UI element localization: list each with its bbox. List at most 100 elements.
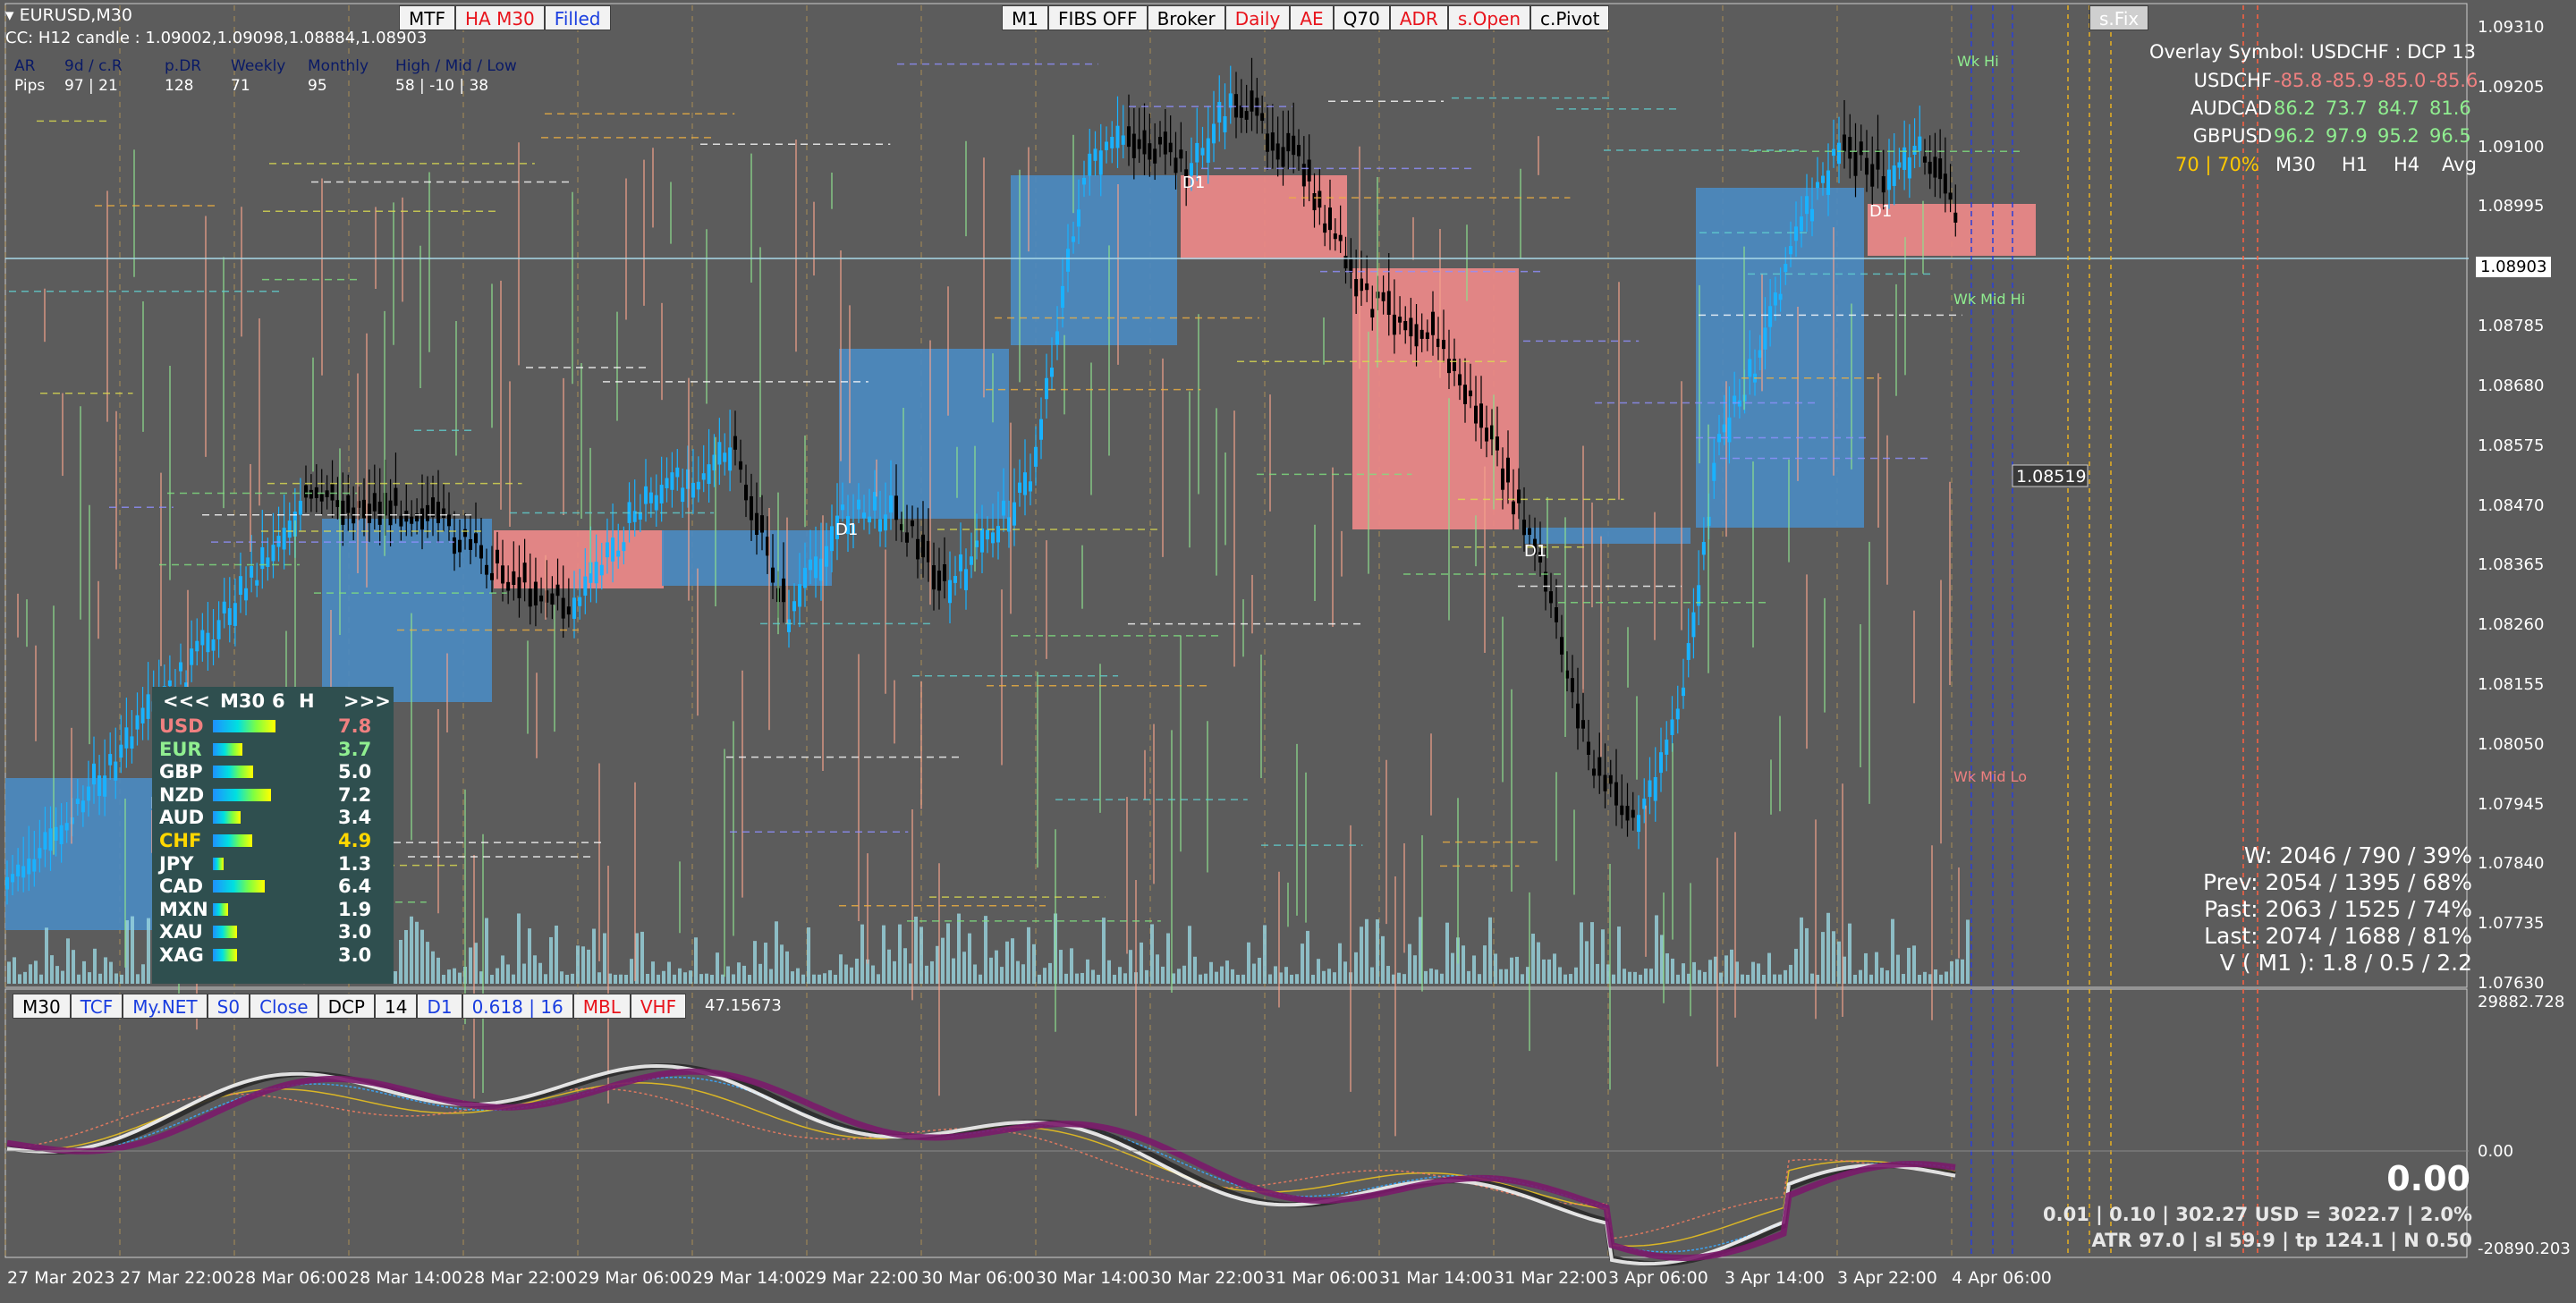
volume-bar <box>1220 966 1224 984</box>
volume-bar <box>1118 967 1122 984</box>
toolbar-broker-button[interactable]: Broker <box>1147 5 1225 30</box>
d1-label: D1 <box>1524 542 1546 561</box>
candle-body <box>114 761 118 781</box>
toolbar-c-pivot-button[interactable]: c.Pivot <box>1530 5 1610 30</box>
candle-body <box>707 464 711 485</box>
volume-bar <box>1365 918 1368 984</box>
volume-bar <box>1140 942 1143 984</box>
volume-bar <box>571 973 574 984</box>
candle-body <box>814 556 818 579</box>
candle-body <box>830 526 834 552</box>
zone-box <box>1011 175 1177 345</box>
top-center-button-bar: M1 FIBS OFF Broker Daily AE Q70 ADR s.Open c.Piv… <box>1002 5 1610 30</box>
candle-body <box>696 481 700 490</box>
current-price-tag: 1.08903 <box>2476 257 2552 278</box>
candle-body <box>1665 740 1669 755</box>
volume-bar <box>528 928 531 984</box>
toolbar-fibs-off-button[interactable]: FIBS OFF <box>1047 5 1148 30</box>
volume-bar <box>1719 972 1723 984</box>
volume-bar <box>1596 963 1599 984</box>
volume-bar <box>506 964 510 984</box>
strength-bar <box>213 902 228 916</box>
volume-bar <box>72 950 75 984</box>
candle-body <box>605 542 609 558</box>
currency-value: 7.2 <box>338 783 372 806</box>
price-tick: 1.09310 <box>2478 18 2545 37</box>
stats-line: W: 2046 / 790 / 39% <box>2243 842 2472 868</box>
toolbar-ae-button[interactable]: AE <box>1290 5 1334 30</box>
candle-body <box>1794 226 1798 241</box>
indicator-m30-button[interactable]: M30 <box>13 994 71 1019</box>
candle-body <box>260 546 265 570</box>
candle-body <box>1555 607 1558 622</box>
candle-body <box>1239 106 1243 118</box>
indicator-s0-button[interactable]: S0 <box>207 994 250 1019</box>
volume-bar <box>1794 948 1798 984</box>
time-label: 30 Mar 14:00 <box>1036 1268 1149 1288</box>
currency-header-item[interactable]: <<< <box>163 690 210 712</box>
candle-body <box>1837 142 1841 165</box>
candle-body <box>583 576 588 597</box>
volume-bar <box>1333 972 1336 984</box>
currency-row-gbp: GBP 5.0 <box>152 761 394 783</box>
volume-bar <box>1875 952 1878 984</box>
candle-body <box>1179 149 1183 159</box>
candle-body <box>578 597 582 606</box>
currency-value: 3.7 <box>338 738 372 760</box>
candle-body <box>1093 148 1097 161</box>
indicator-mbl-button[interactable]: MBL <box>572 994 631 1019</box>
price-tick: 1.07945 <box>2478 794 2545 814</box>
currency-header-item[interactable]: >>> <box>343 690 391 712</box>
volume-bar <box>737 962 741 984</box>
volume-bar <box>742 965 746 984</box>
indicator-close-button[interactable]: Close <box>250 994 318 1019</box>
currency-row-usd: USD 7.8 <box>152 715 394 738</box>
sfix-button[interactable]: s.Fix <box>2089 5 2149 30</box>
indicator-tcf-button[interactable]: TCF <box>70 994 123 1019</box>
toolbar-m1-button[interactable]: M1 <box>1002 5 1048 30</box>
candle-body <box>469 538 472 550</box>
volume-bar <box>1698 969 1701 984</box>
top-filled-button[interactable]: Filled <box>544 5 611 30</box>
indicator-14-button[interactable]: 14 <box>375 994 418 1019</box>
top-mtf-button[interactable]: MTF <box>399 5 455 30</box>
toolbar-q70-button[interactable]: Q70 <box>1333 5 1390 30</box>
currency-value: 1.3 <box>338 852 372 875</box>
indicator-0-618-16-button[interactable]: 0.618 | 16 <box>462 994 573 1019</box>
candle-body <box>782 578 785 603</box>
toolbar-adr-button[interactable]: ADR <box>1389 5 1448 30</box>
indicator-vhf-button[interactable]: VHF <box>630 994 687 1019</box>
candle-body <box>1768 306 1773 327</box>
candle-body <box>250 566 254 578</box>
currency-name: XAG <box>159 944 204 966</box>
candle-body <box>1409 317 1413 337</box>
candle-body <box>216 620 221 639</box>
top-ha-m30-button[interactable]: HA M30 <box>454 5 545 30</box>
candle-body <box>1127 126 1131 148</box>
indicator-d1-button[interactable]: D1 <box>417 994 462 1019</box>
volume-bar <box>1462 945 1465 984</box>
toolbar-s-open-button[interactable]: s.Open <box>1447 5 1531 30</box>
candle-body <box>135 715 140 730</box>
volume-bar <box>1966 919 1970 984</box>
stats-line: Last: 2074 / 1688 / 81% <box>2204 923 2472 949</box>
toolbar-daily-button[interactable]: Daily <box>1224 5 1291 30</box>
volume-bar <box>1907 947 1911 984</box>
time-label: 28 Mar 06:00 <box>234 1268 348 1288</box>
candle-body <box>479 545 483 559</box>
indicator-my-net-button[interactable]: My.NET <box>123 994 208 1019</box>
volume-bar <box>1295 974 1299 984</box>
volume-bar <box>1274 966 1277 984</box>
candle-body <box>959 554 962 571</box>
stats-line: Prev: 2054 / 1395 / 68% <box>2203 869 2472 895</box>
zone-box <box>1352 268 1519 529</box>
indicator-dcp-button[interactable]: DCP <box>318 994 375 1019</box>
dropdown-triangle-icon[interactable]: ▾ <box>5 5 14 25</box>
volume-bar <box>1601 929 1605 984</box>
volume-bar <box>683 972 687 984</box>
zone-box <box>1696 188 1864 528</box>
volume-bar <box>458 972 462 984</box>
volume-bar <box>431 951 435 984</box>
currency-row-nzd: NZD 7.2 <box>152 784 394 807</box>
